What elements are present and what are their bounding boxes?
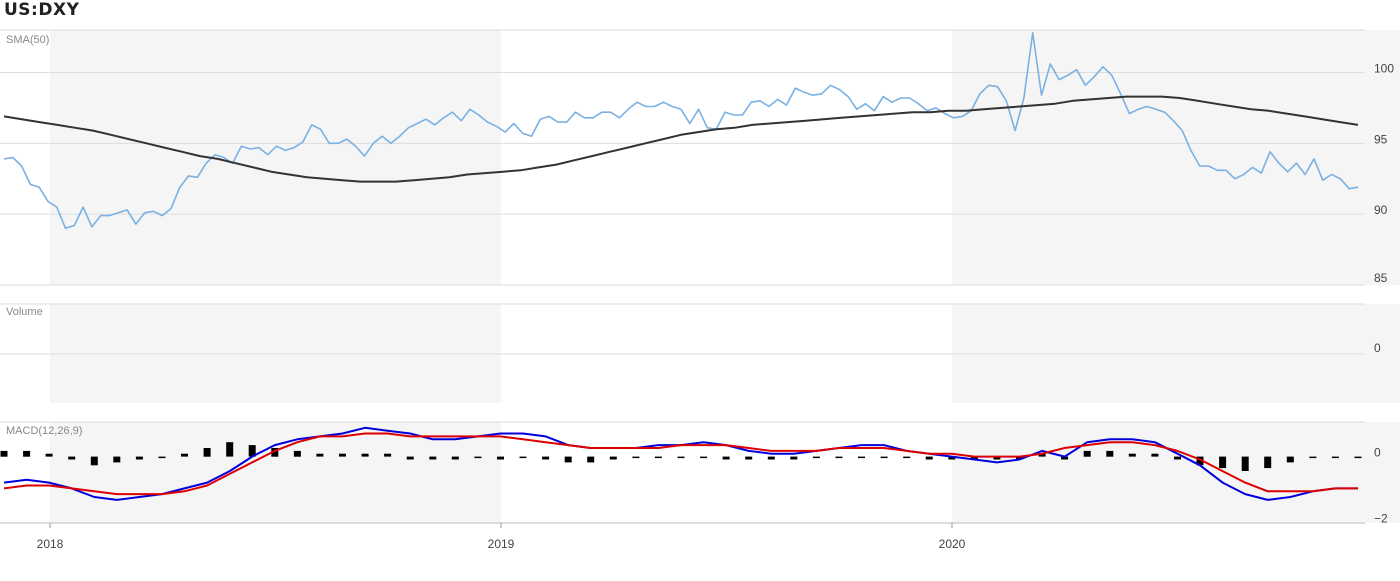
macd-histogram-bar [519,456,527,459]
price-tick-label: 85 [1374,271,1388,285]
macd-histogram-bar [1241,456,1249,471]
volume-panel: 0 [1374,341,1381,355]
macd-histogram-bar [248,445,256,457]
macd-histogram-bar [361,453,369,457]
labels: SMA(50) Volume MACD(12,26,9) [6,34,82,437]
sma-panel-label: SMA(50) [6,34,49,46]
macd-histogram-bar [722,456,730,460]
macd-histogram-bar [858,456,865,459]
signal-line [3,432,1358,496]
macd-histogram-bar [812,456,820,459]
gridlines [0,29,1365,524]
price-panel: 85 90 95 100 [3,31,1394,285]
macd-panel: 0 −2 2018 2019 2020 [0,426,1388,551]
macd-histogram-bar [970,456,978,460]
macd-histogram-bar [181,453,188,457]
year-shade-2020 [952,422,1400,523]
macd-histogram-bar [1106,450,1114,457]
macd-tick-label: 0 [1374,446,1381,460]
macd-histogram-bar [564,456,572,463]
macd-histogram-bar [790,456,798,460]
macd-histogram-bar [1331,456,1339,459]
macd-histogram-bar [113,456,121,463]
macd-histogram-bar [1286,456,1294,463]
macd-histogram-bar [1083,450,1091,457]
macd-histogram-bar [1309,456,1317,459]
sma-line [3,95,1359,183]
macd-histogram-bar [474,456,482,459]
macd-histogram-bar [316,453,324,457]
macd-histogram-bar [271,448,279,457]
macd-histogram-bar [767,456,775,460]
year-shade-2018 [50,422,501,523]
macd-histogram-bar [1174,456,1181,460]
macd-histogram-bar [90,456,98,466]
macd-histogram-bar [135,456,143,460]
macd-histogram-bar [1219,456,1227,469]
macd-histogram-bar [700,456,708,459]
year-shade-2018 [50,30,501,285]
macd-histogram-bar [542,456,550,460]
macd-histogram-bar [406,456,414,460]
macd-histogram-bar [948,456,956,460]
macd-histogram-bar [429,456,437,460]
macd-histogram-bar [880,456,888,459]
macd-histogram-bar [1151,453,1159,457]
macd-histogram-bar [158,456,166,459]
macd-histogram-bar [1196,456,1204,466]
macd-histogram-bar [0,450,8,457]
macd-histogram-bar [1016,456,1023,460]
macd-histogram-bar [1354,456,1362,459]
macd-histogram-bar [497,456,504,460]
x-tick-label-2020: 2020 [939,537,966,551]
macd-histogram-bar [903,456,911,459]
macd-histogram-bar [835,456,843,459]
year-shade-2020 [952,30,1400,285]
macd-histogram-bar [203,448,211,457]
macd-histogram-bar [587,456,595,463]
macd-histogram-bar [451,456,459,460]
price-tick-label: 100 [1374,62,1394,76]
macd-histogram-bar [1128,453,1136,457]
macd-histogram-bar [293,450,301,457]
macd-histogram-bar [1264,456,1272,469]
macd-histogram-bar [632,456,640,459]
x-tick-label-2018: 2018 [37,537,64,551]
macd-histogram-bar [23,450,31,457]
macd-histogram-bar [677,456,685,459]
macd-histogram-bar [654,456,662,459]
macd-histogram-bar [45,453,53,457]
macd-histogram-bar [339,453,346,457]
price-tick-label: 95 [1374,132,1388,146]
macd-histogram-bar [68,456,76,460]
macd-histogram-bar [609,456,617,460]
volume-tick-label: 0 [1374,341,1381,355]
symbol-title: US:DXY [4,0,80,20]
macd-tick-label: −2 [1374,511,1388,525]
macd-histogram-bar [1061,456,1069,460]
price-tick-label: 90 [1374,203,1388,217]
macd-histogram-bar [745,456,753,460]
macd-histogram-bar [1038,453,1046,457]
macd-histogram-bar [993,456,1001,460]
macd-panel-label: MACD(12,26,9) [6,425,82,437]
x-tick-label-2019: 2019 [488,537,515,551]
macd-histogram-bar [384,453,392,457]
macd-histogram-bar [925,456,933,460]
macd-histogram-bar [226,442,234,457]
volume-panel-label: Volume [6,306,43,318]
